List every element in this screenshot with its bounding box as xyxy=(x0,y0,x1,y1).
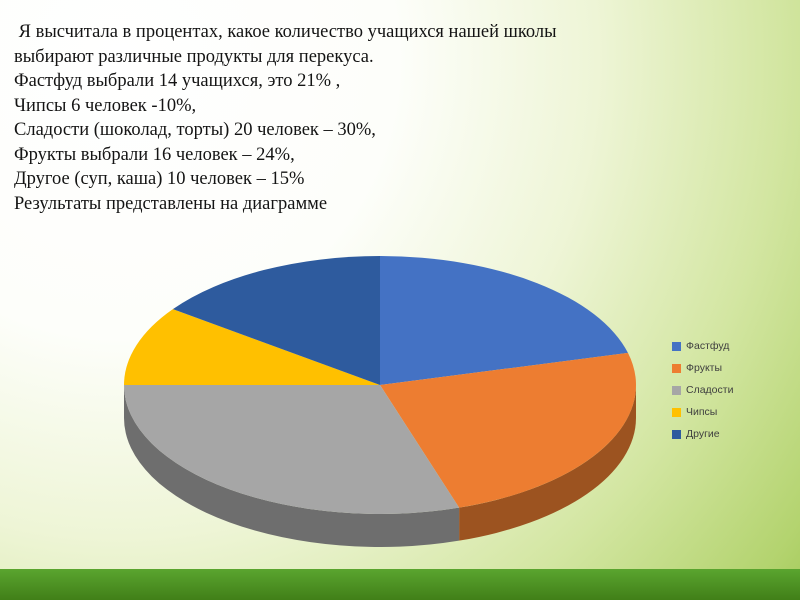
slide-footer-bar xyxy=(0,569,800,600)
legend-swatch-sweets xyxy=(672,385,681,395)
text-line: Фастфуд выбрали 14 учащихся, это 21% , xyxy=(14,71,341,91)
text-line: Результаты представлены на диаграмме xyxy=(14,193,328,214)
legend-label: Фастфуд xyxy=(686,340,730,352)
pie-slice xyxy=(380,256,628,385)
pie-slice xyxy=(172,256,380,385)
legend-swatch-fruits xyxy=(672,363,681,373)
text-line: Фрукты выбрали 16 человек – 24%, xyxy=(14,144,295,165)
legend-item: Другие xyxy=(672,428,782,440)
legend-item: Чипсы xyxy=(672,406,782,418)
legend-label: Сладости xyxy=(686,384,734,396)
legend-label: Другие xyxy=(686,428,720,440)
text-line: Я высчитала в процентах, какое количеств… xyxy=(14,22,557,42)
text-line: Другое (суп, каша) 10 человек – 15% xyxy=(14,169,305,189)
pie-slice xyxy=(124,309,380,385)
pie-slice xyxy=(459,385,636,541)
text-line: Сладости (шоколад, торты) 20 человек – 3… xyxy=(14,120,376,140)
legend-label: Чипсы xyxy=(686,406,718,418)
chart-legend: Фастфуд Фрукты Сладости Чипсы Другие xyxy=(672,340,782,450)
pie-slice xyxy=(380,352,636,508)
legend-label: Фрукты xyxy=(686,362,723,374)
pie-chart: Фастфуд Фрукты Сладости Чипсы Другие xyxy=(0,230,800,560)
pie-slice xyxy=(124,385,460,547)
legend-swatch-fastfood xyxy=(672,341,681,351)
pie-chart-canvas xyxy=(124,256,636,547)
legend-swatch-chips xyxy=(672,407,681,417)
legend-item: Фрукты xyxy=(672,362,782,374)
text-line: Чипсы 6 человек -10%, xyxy=(14,95,197,116)
pie-slice xyxy=(124,385,460,514)
slide-text: Я высчитала в процентах, какое количеств… xyxy=(14,20,786,216)
legend-item: Фастфуд xyxy=(672,340,782,352)
legend-item: Сладости xyxy=(672,384,782,396)
text-line: выбирают различные продукты для перекуса… xyxy=(14,46,374,67)
legend-swatch-other xyxy=(672,429,681,439)
